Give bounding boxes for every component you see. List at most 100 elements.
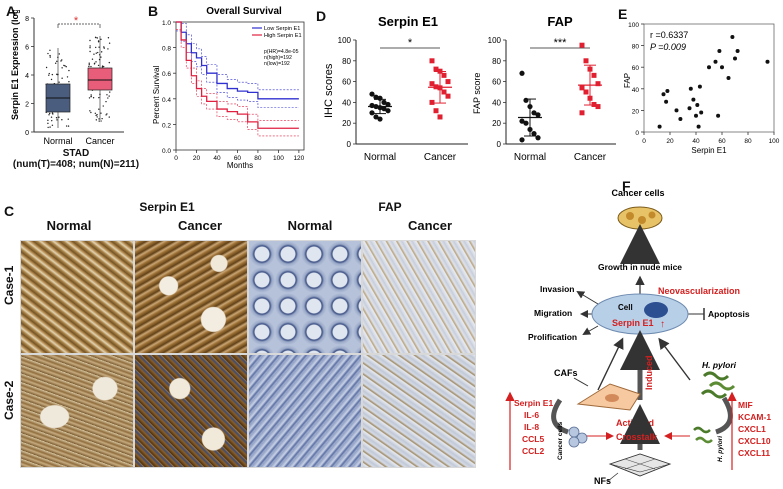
dot-cancer (429, 58, 435, 64)
col-head-4: Cancer (407, 218, 453, 233)
col-head-2: Cancer (177, 218, 223, 233)
ci-lower-high (176, 29, 299, 137)
ytick-d-label: 20 (492, 119, 501, 128)
jitter-point-cancer (102, 65, 105, 68)
histology-image-fap-normal-case1 (248, 240, 362, 354)
right-list-2: CXCL1 (738, 424, 766, 434)
jitter-point-cancer (100, 38, 102, 41)
xtick-d2-cancer: Cancer (574, 152, 607, 163)
label-hpylori: H. pylori (702, 360, 737, 370)
dot-normal (531, 131, 537, 137)
label-cancer-cells-small: Cancer cells (557, 421, 564, 460)
sig-d2: *** (554, 37, 568, 49)
label-cafs: CAFs (554, 368, 578, 378)
title-d2: FAP (547, 14, 573, 29)
jitter-point-cancer (103, 47, 105, 49)
dot-normal (377, 116, 383, 122)
jitter-point-normal (47, 122, 49, 125)
jitter-point-normal (49, 126, 51, 128)
jitter-point-normal (68, 81, 70, 83)
xlabel-e: Serpin E1 (691, 146, 727, 155)
jitter-point-normal (45, 66, 48, 69)
ytick-d-label: 40 (492, 98, 501, 107)
xtick-d1-normal: Normal (364, 152, 396, 163)
scatter-point (707, 65, 711, 70)
col-head-3: Normal (287, 218, 333, 233)
dot-cancer (429, 81, 435, 87)
histology-image-serpin-cancer-case1 (134, 240, 248, 354)
histology-image-fap-cancer-case2 (362, 354, 476, 468)
label-invasion: Invasion (540, 284, 574, 294)
jitter-point-cancer (95, 61, 97, 63)
jitter-point-normal (48, 72, 50, 75)
jitter-point-normal (49, 56, 51, 58)
scatter-point (661, 92, 666, 97)
label-cell: Cell (618, 303, 633, 312)
xtick-b-label: 60 (234, 155, 242, 162)
xtick-a-cancer: Cancer (85, 136, 114, 146)
histology-image-serpin-normal-case2 (20, 354, 134, 468)
jitter-point-cancer (98, 46, 100, 48)
jitter-point-normal (50, 116, 53, 118)
jitter-point-cancer (95, 114, 97, 117)
jitter-point-cancer (98, 108, 100, 110)
dot-normal (381, 106, 387, 112)
jitter-point-normal (58, 81, 60, 83)
ytick-b-label: 0.0 (162, 148, 171, 155)
ci-lower-low (176, 30, 299, 109)
ytick-d-label: 100 (488, 36, 502, 45)
jitter-point-cancer (98, 118, 100, 120)
jitter-point-normal (67, 118, 69, 120)
dot-cancer (441, 72, 447, 78)
dot-normal (519, 118, 525, 124)
jitter-point-cancer (95, 36, 97, 39)
jitter-point-cancer (98, 96, 100, 99)
stat-nlow: n(low)=192 (264, 61, 290, 67)
ytick-d-label: 20 (342, 119, 351, 128)
ytick-e-label: 80 (632, 44, 640, 51)
jitter-point-normal (58, 116, 60, 118)
row-label-case2: Case-2 (2, 380, 16, 420)
jitter-point-cancer (90, 95, 92, 97)
jitter-point-normal (60, 60, 62, 62)
panel-label-f: F (622, 178, 631, 194)
boxplot-chart: Serpin E1 Expression (log2) 0 2 4 6 8 * Norm… (10, 10, 124, 146)
fibroblast-sheet-icon (608, 453, 672, 477)
stat-nhigh: n(high)=192 (264, 55, 292, 61)
dot-normal (535, 135, 541, 141)
scatter-point (697, 84, 702, 89)
yticks-e: 0 20 40 60 80 100 (628, 22, 644, 137)
jitter-point-cancer (93, 62, 96, 65)
jitter-point-cancer (96, 37, 99, 39)
ytick-d-label: 100 (338, 36, 352, 45)
ytick-a-label: 4 (25, 73, 29, 80)
ytick-a-label: 2 (25, 102, 29, 109)
dots-d1 (368, 58, 452, 122)
jitter-point-normal (56, 60, 58, 63)
stat-r: r =0.6337 (650, 30, 688, 40)
histology-image-fap-normal-case2 (248, 354, 362, 468)
histology-image-serpin-cancer-case2 (134, 354, 248, 468)
xtick-b-label: 40 (213, 155, 221, 162)
jitter-point-cancer (91, 58, 94, 60)
ytick-b-label: 1.0 (162, 20, 171, 27)
label-activited: Activited (616, 418, 654, 428)
dot-cancer (445, 93, 451, 99)
yticks-b: 0.0 0.2 0.4 0.6 0.8 1.0 (162, 20, 176, 155)
dot-cancer (595, 81, 601, 87)
panel-label-b: B (148, 3, 159, 19)
right-list-0: MIF (738, 400, 753, 410)
yticks-a: 0 2 4 6 8 (25, 16, 34, 137)
jitter-point-cancer (93, 53, 95, 55)
jitter-point-cancer (103, 46, 105, 48)
ytick-a-label: 8 (25, 16, 29, 23)
label-neovascularization: Neovascularization (658, 286, 740, 296)
left-list-4: CCL2 (522, 446, 544, 456)
mechanism-diagram: Cancer cells Growth in nude mice Neovasc… (505, 188, 771, 486)
ytick-e-label: 20 (632, 108, 640, 115)
xtick-a-normal: Normal (43, 136, 72, 146)
scatter-point (665, 88, 670, 93)
scatter-point (720, 65, 724, 70)
series-line-high (176, 21, 299, 129)
